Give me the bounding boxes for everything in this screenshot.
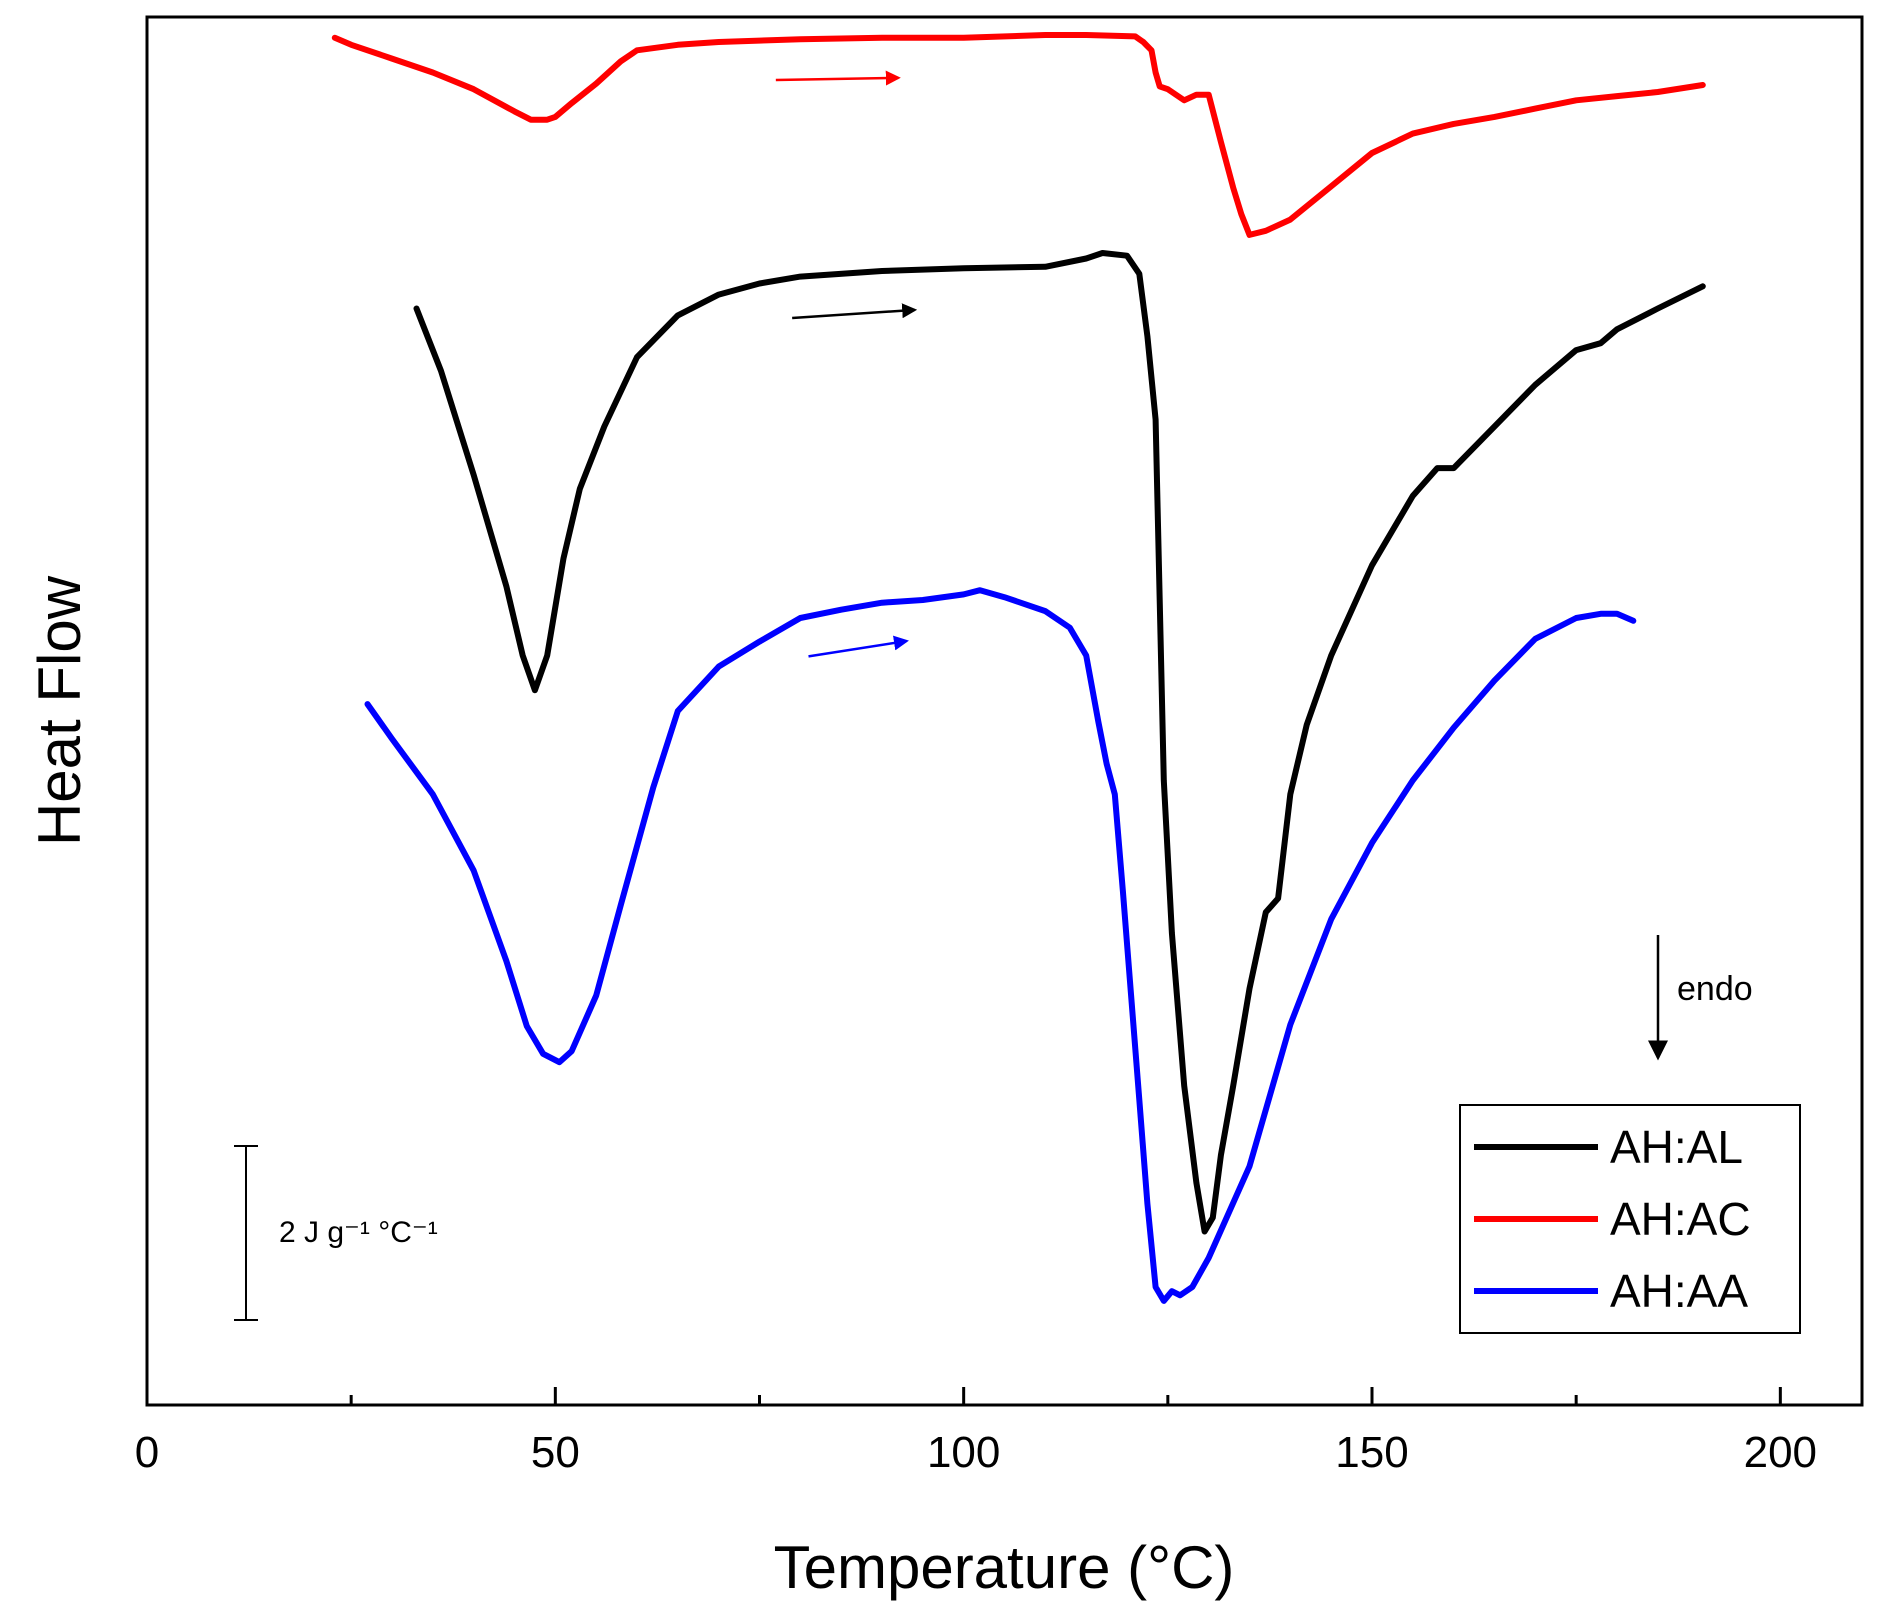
plot-frame bbox=[145, 15, 1864, 1407]
x-tick-label: 0 bbox=[135, 1428, 159, 1477]
x-axis-ticks: 0 50 100 150 200 bbox=[135, 1387, 1817, 1477]
heating-arrow-ah-ac bbox=[775, 70, 901, 86]
x-tick-label: 150 bbox=[1335, 1428, 1408, 1477]
legend-label: AH:AA bbox=[1610, 1265, 1748, 1317]
heating-arrow-ah-al bbox=[792, 303, 918, 320]
legend-label: AH:AC bbox=[1610, 1193, 1751, 1245]
x-tick-label: 100 bbox=[927, 1428, 1000, 1477]
scale-bar: 2 J g⁻¹ °C⁻¹ bbox=[234, 1145, 438, 1321]
scale-bar-label: 2 J g⁻¹ °C⁻¹ bbox=[279, 1216, 438, 1249]
heating-direction-arrows bbox=[775, 70, 918, 658]
legend-label: AH:AL bbox=[1610, 1121, 1743, 1173]
series-line-ah-ac bbox=[331, 32, 1706, 238]
x-tick-label: 50 bbox=[531, 1428, 580, 1477]
endo-label: endo bbox=[1677, 970, 1753, 1008]
x-tick-label: 200 bbox=[1744, 1428, 1817, 1477]
series-lines bbox=[331, 32, 1706, 1304]
legend-items: AH:AL AH:AC AH:AA bbox=[1474, 1121, 1751, 1317]
series-line-ah-al bbox=[413, 250, 1706, 1235]
endo-indicator: endo bbox=[1648, 935, 1753, 1061]
y-axis-title: Heat Flow bbox=[26, 575, 93, 846]
legend: AH:AL AH:AC AH:AA bbox=[1459, 1104, 1801, 1334]
x-axis-title: Temperature (°C) bbox=[774, 1534, 1235, 1601]
heating-arrow-ah-aa bbox=[808, 635, 909, 658]
series-line-ah-aa bbox=[364, 587, 1637, 1304]
